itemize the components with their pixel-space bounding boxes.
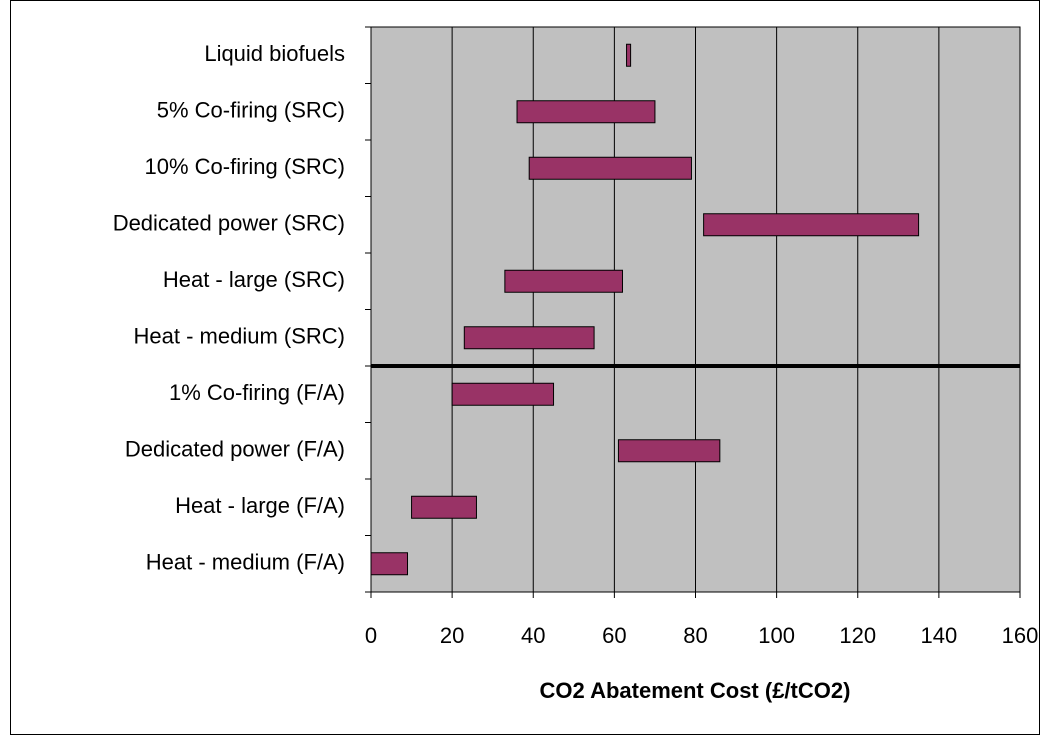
- x-tick-label: 40: [521, 623, 545, 648]
- x-tick-label: 140: [921, 623, 958, 648]
- y-tick-label: Liquid biofuels: [204, 41, 345, 66]
- bar: [411, 495, 477, 519]
- bar: [516, 100, 656, 124]
- bar: [617, 439, 721, 463]
- bar: [703, 213, 920, 237]
- y-tick-label: Heat - medium (F/A): [146, 550, 345, 575]
- y-tick-label: Heat - medium (SRC): [134, 324, 345, 349]
- y-tick-label: 5% Co-firing (SRC): [157, 98, 345, 123]
- x-tick-label: 80: [683, 623, 707, 648]
- x-tick-label: 100: [758, 623, 795, 648]
- y-tick-label: Heat - large (F/A): [175, 493, 345, 518]
- y-tick-label: Heat - large (SRC): [163, 267, 345, 292]
- x-tick-label: 20: [440, 623, 464, 648]
- x-tick-label: 60: [602, 623, 626, 648]
- x-axis-title: CO2 Abatement Cost (£/tCO2): [540, 678, 851, 703]
- bar: [463, 326, 595, 350]
- bar: [370, 552, 409, 576]
- y-tick-label: 10% Co-firing (SRC): [145, 154, 346, 179]
- y-tick-label: Dedicated power (F/A): [125, 437, 345, 462]
- x-tick-label: 120: [839, 623, 876, 648]
- bar: [451, 382, 555, 406]
- bar: [528, 156, 692, 180]
- bar: [626, 43, 632, 67]
- x-tick-label: 0: [365, 623, 377, 648]
- bar: [504, 269, 623, 293]
- y-tick-label: Dedicated power (SRC): [113, 211, 345, 236]
- x-tick-label: 160: [1002, 623, 1039, 648]
- y-tick-label: 1% Co-firing (F/A): [169, 380, 345, 405]
